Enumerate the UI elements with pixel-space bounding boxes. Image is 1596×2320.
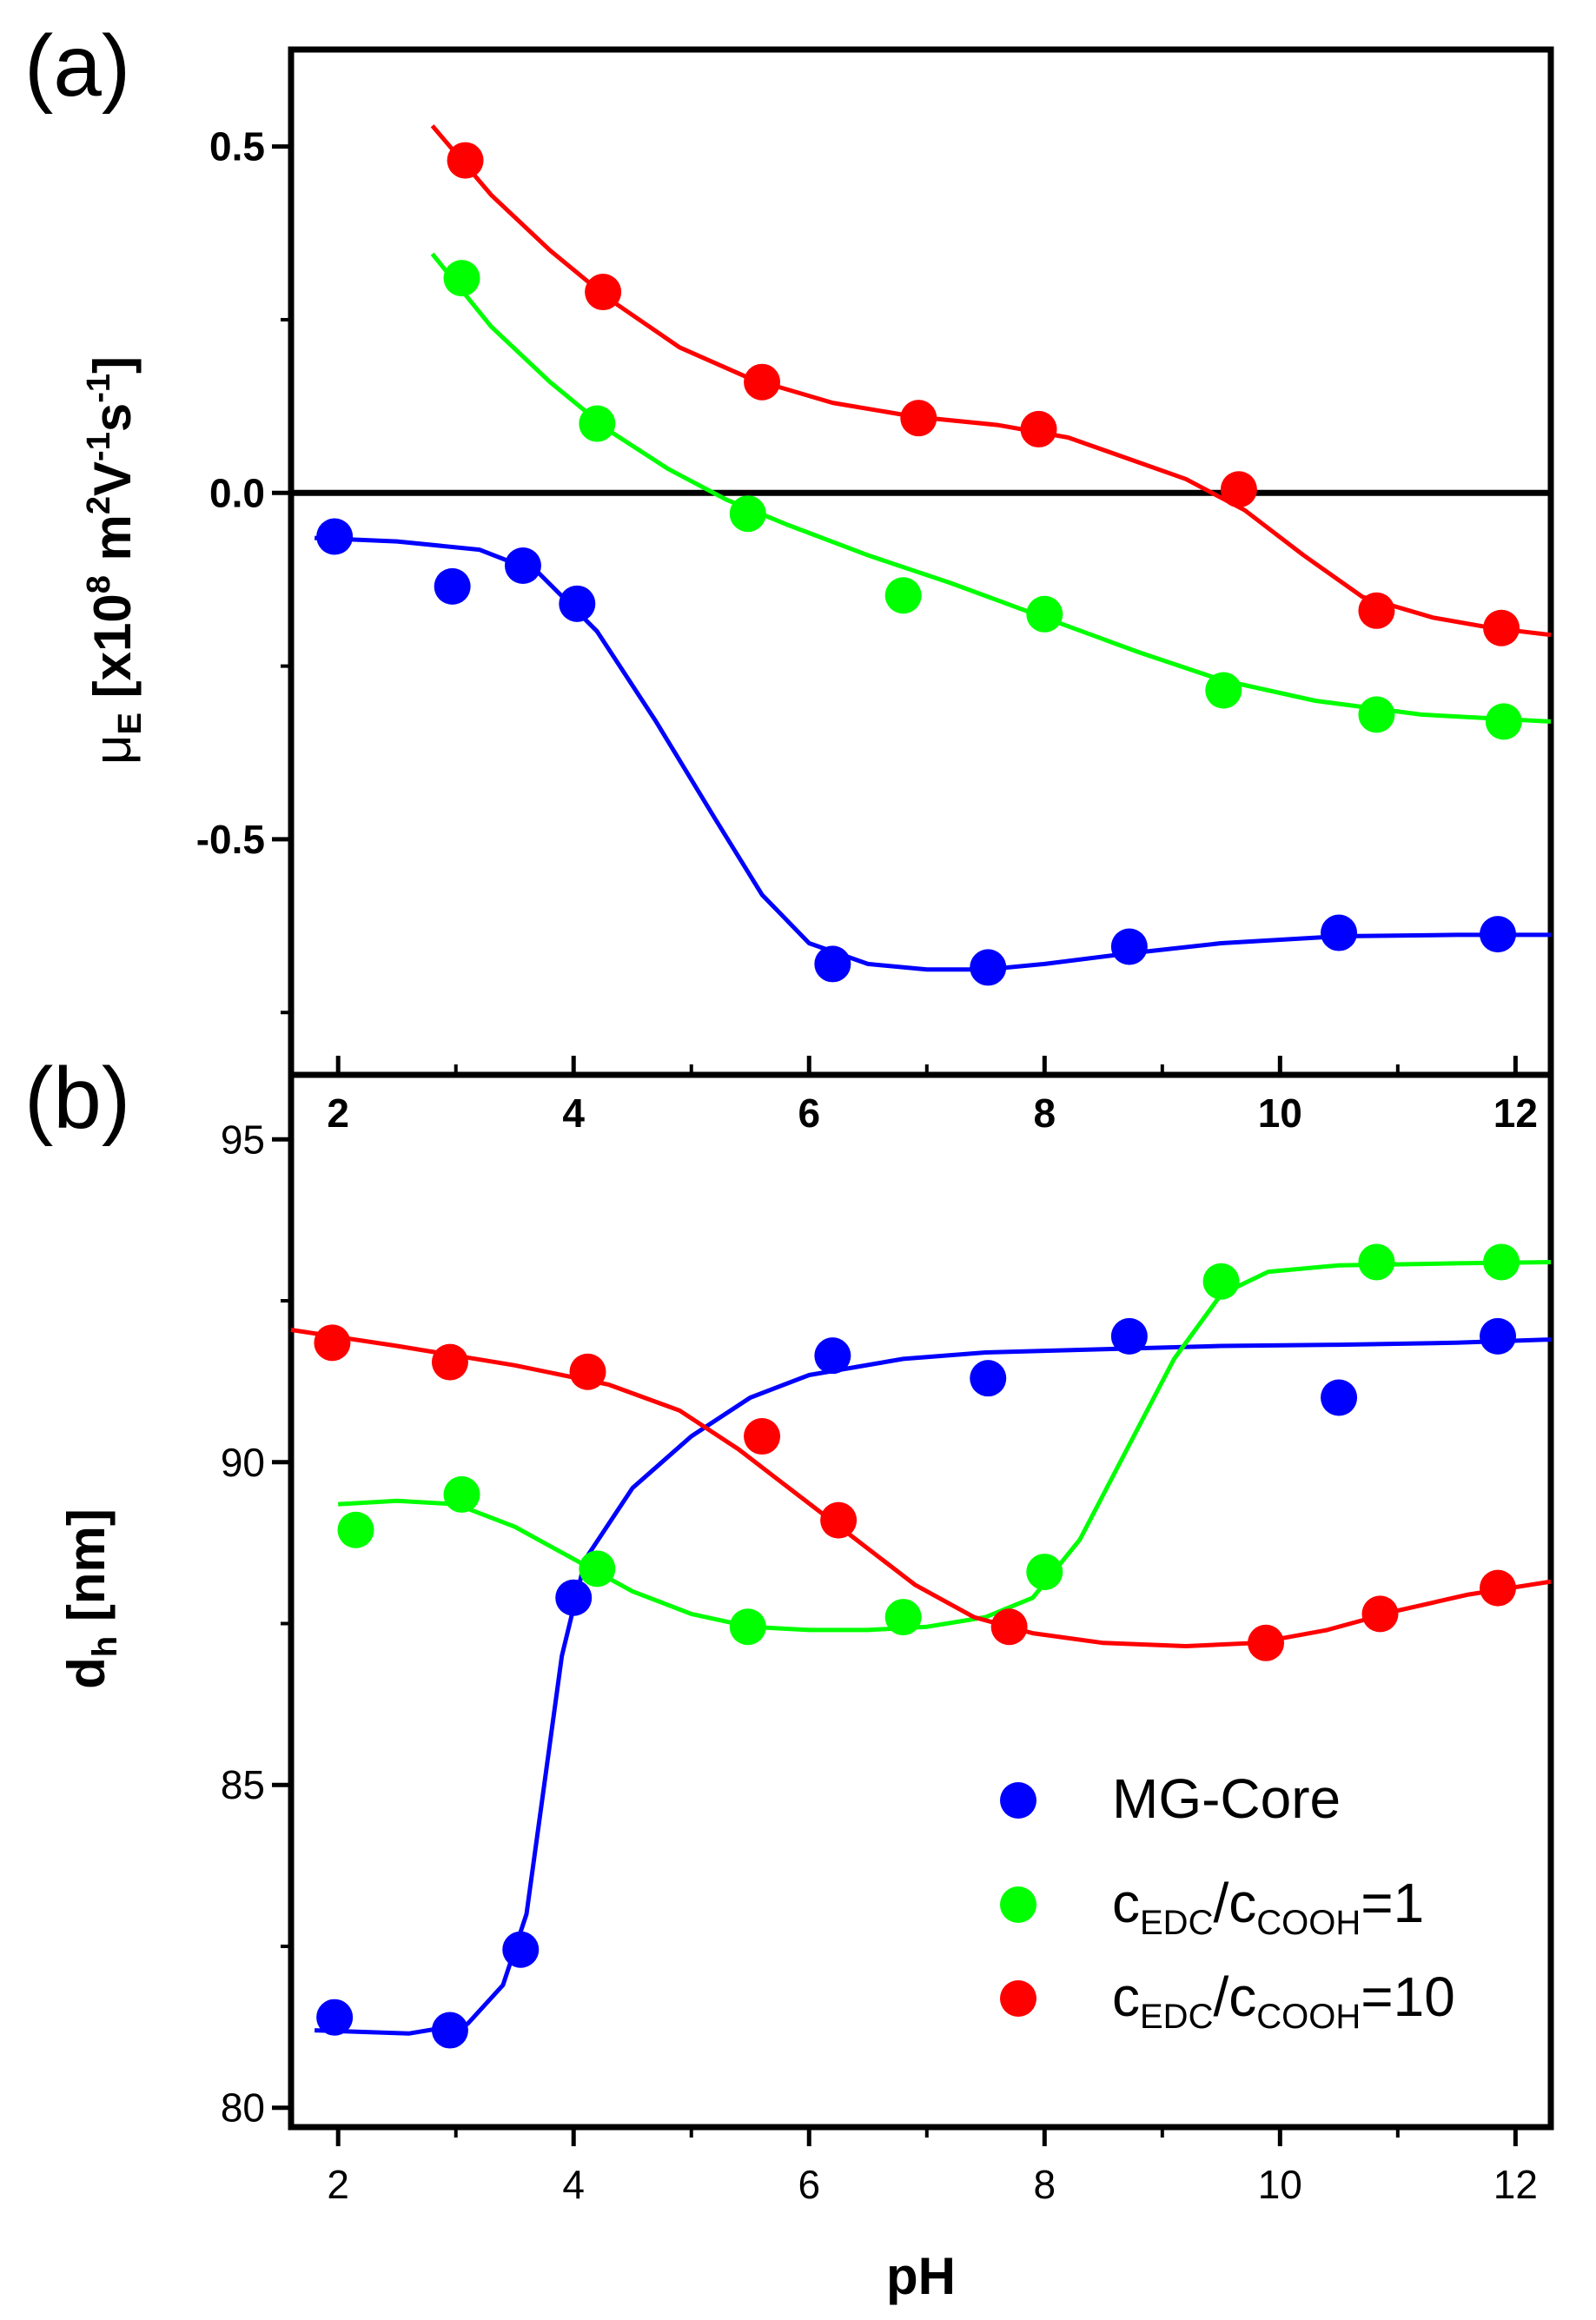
y-tick-label: 95 [221,1117,265,1162]
data-point-series-2 [1358,592,1395,629]
data-point-series-0 [555,1579,593,1616]
data-point-series-2 [1480,1569,1517,1607]
y-axis-title-b: dh [nm] [57,1508,124,1689]
data-point-series-0 [316,518,354,555]
data-point-series-1 [1483,1243,1520,1281]
fit-line-series-2 [430,124,1552,638]
data-point-series-2 [1361,1595,1399,1633]
x-tick-label-a: 8 [1033,1090,1056,1136]
panel-label: (a) [24,17,130,115]
x-tick-label-a: 6 [798,1090,820,1136]
legend: MG-Core cEDC/cCOOH=1 cEDC/cCOOH=10 [1000,1767,1455,2036]
x-tick-label-a: 2 [327,1090,349,1136]
panel-b: 2 4 6 8 10 12 80 85 90 95 (b) dh [nm] pH MG-Core cEDC/… [24,1050,1554,2305]
y-tick-label: 0.5 [209,124,265,169]
fit-line-series-0 [315,1337,1552,2036]
y-tick-label: 0.0 [209,470,265,515]
data-point-series-2 [820,1501,858,1539]
data-point-series-1 [579,405,616,442]
data-point-series-0 [970,949,1007,986]
data-point-series-0 [814,945,851,983]
data-point-series-1 [1358,1243,1395,1281]
data-point-series-2 [1483,609,1520,646]
data-point-series-1 [729,1608,766,1646]
x-tick-label-b: 6 [798,2162,820,2207]
x-axis-title: pH [886,2247,956,2305]
data-point-series-2 [1220,471,1257,508]
data-point-series-0 [504,547,541,584]
legend-label-mg-core: MG-Core [1112,1767,1341,1830]
data-point-series-0 [502,1931,540,1968]
plot-frame-a [288,46,1554,1078]
plot-frame-b [288,1071,1554,2131]
x-tick-label-b: 4 [562,2162,585,2207]
data-point-series-1 [1026,1554,1063,1591]
data-point-series-0 [1110,928,1148,965]
data-point-series-0 [970,1360,1007,1397]
data-point-series-2 [585,274,622,311]
legend-marker-2 [1000,1980,1036,2017]
data-point-series-2 [1020,410,1057,447]
data-point-series-1 [884,1599,922,1636]
panel-a: 2 4 6 8 10 12 0.5 0.0 -0.5 (a) μE [x108 m2V-1s-1] [24,17,1554,1136]
data-point-series-1 [1026,595,1063,633]
fit-line-series-1 [430,252,1552,724]
y-tick-label: 90 [221,1440,265,1485]
data-point-series-1 [1205,672,1242,709]
data-point-series-1 [729,495,766,533]
data-point-series-1 [337,1511,374,1548]
data-point-series-2 [569,1353,606,1390]
data-point-series-0 [434,567,471,605]
data-point-series-1 [884,577,922,614]
data-point-series-0 [1110,1317,1148,1355]
y-tick-label: 85 [221,1762,265,1807]
x-tick-label-b: 8 [1033,2162,1056,2207]
data-point-series-2 [314,1324,351,1362]
data-point-series-1 [1202,1263,1240,1300]
data-point-series-0 [1480,916,1517,953]
x-tick-label-b: 12 [1493,2162,1538,2207]
data-point-series-0 [814,1337,851,1375]
legend-label-edc-10: cEDC/cCOOH=10 [1112,1965,1455,2036]
x-tick-label-a: 4 [562,1090,585,1136]
x-tick-label-b: 2 [327,2162,349,2207]
x-tick-label-a: 10 [1258,1090,1302,1136]
fit-line-series-1 [338,1260,1552,1633]
data-point-series-1 [443,1475,480,1513]
data-point-series-1 [1358,696,1395,733]
legend-label-edc-1: cEDC/cCOOH=1 [1112,1872,1424,1942]
x-tick-label-a: 12 [1493,1090,1538,1136]
data-point-series-2 [1248,1624,1285,1661]
data-point-series-2 [431,1343,468,1381]
legend-marker-0 [1000,1782,1036,1819]
data-point-series-0 [316,1999,354,2036]
x-tick-label-b: 10 [1258,2162,1302,2207]
data-point-series-0 [431,2012,468,2049]
data-point-series-2 [990,1608,1028,1646]
data-point-series-1 [443,260,480,297]
data-point-series-1 [579,1550,616,1588]
data-point-series-2 [900,400,937,437]
data-point-series-0 [559,585,596,622]
data-point-series-2 [744,363,781,401]
y-tick-label: -0.5 [196,817,265,862]
data-point-series-2 [744,1418,781,1455]
data-point-series-0 [1321,1379,1358,1416]
fit-line-series-2 [290,1328,1552,1648]
y-tick-label: 80 [221,2085,265,2131]
data-point-series-2 [447,142,484,179]
data-point-series-0 [1321,914,1358,951]
data-point-series-1 [1485,703,1522,740]
data-point-series-0 [1480,1317,1517,1355]
panel-label: (b) [24,1050,130,1147]
legend-marker-1 [1000,1886,1036,1923]
y-axis-title-a: μE [x108 m2V-1s-1] [81,356,149,765]
